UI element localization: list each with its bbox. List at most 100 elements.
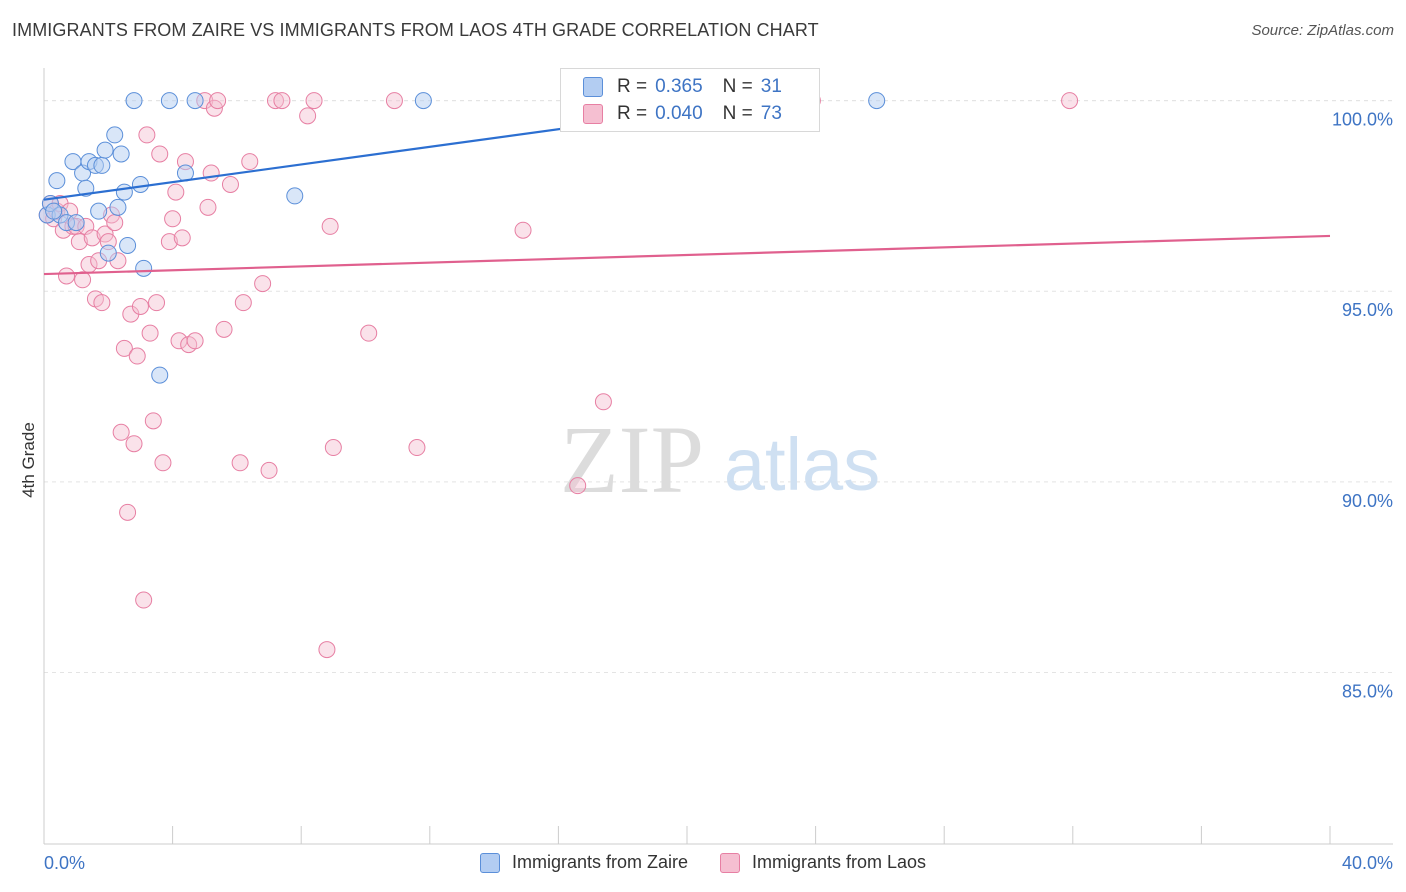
watermark-zip: ZIP <box>560 406 704 513</box>
zaire-point <box>96 141 114 159</box>
y-tick-label: 85.0% <box>1342 681 1393 701</box>
zaire-point <box>125 92 143 110</box>
laos-points <box>38 92 1079 659</box>
zaire-point <box>99 244 117 262</box>
zaire-point <box>286 187 304 205</box>
laos-trend-line <box>43 234 1331 276</box>
laos-point <box>324 439 342 457</box>
laos-point <box>167 183 185 201</box>
zaire-point <box>131 175 149 193</box>
gridlines <box>44 100 1393 673</box>
zaire-point <box>109 198 127 216</box>
legend-swatch-laos <box>583 104 603 124</box>
laos-point <box>514 221 532 239</box>
legend-r-label: R = <box>617 76 648 97</box>
legend-n-label: N = <box>722 76 753 97</box>
laos-point <box>106 214 124 232</box>
legend-n-label: N = <box>722 103 753 124</box>
zaire-point <box>77 179 95 197</box>
watermark-atlas: atlas <box>724 423 880 506</box>
y-tick-label: 95.0% <box>1342 300 1393 320</box>
laos-point <box>594 393 612 411</box>
laos-point <box>209 92 227 110</box>
legend-r-value: 0.365 <box>655 76 703 97</box>
legend-row-laos: R = 0.040 N = 73 <box>583 101 782 127</box>
legend-row-zaire: R = 0.365 N = 31 <box>583 74 782 100</box>
zaire-point <box>48 172 66 190</box>
laos-point <box>74 271 92 289</box>
zaire-point <box>414 92 432 110</box>
laos-point <box>234 294 252 312</box>
laos-point <box>173 229 191 247</box>
legend-r-label: R = <box>617 103 648 124</box>
zaire-point <box>93 156 111 174</box>
bottom-legend: Immigrants from Zaire Immigrants from La… <box>0 852 1406 873</box>
zaire-point <box>186 92 204 110</box>
legend-n-value: 31 <box>760 76 782 97</box>
laos-point <box>141 324 159 342</box>
zaire-point <box>115 183 133 201</box>
laos-point <box>128 347 146 365</box>
laos-point <box>70 233 88 251</box>
bottom-legend-zaire[interactable]: Immigrants from Zaire <box>479 852 688 873</box>
laos-point <box>273 92 291 110</box>
laos-point <box>254 275 272 293</box>
x-tick-label: 0.0% <box>44 853 85 873</box>
laos-swatch <box>719 852 740 873</box>
laos-point <box>318 641 336 659</box>
y-tick-labels: 85.0% 90.0% 95.0% 100.0% <box>1332 110 1393 702</box>
zaire-point <box>112 145 130 163</box>
laos-point <box>148 294 166 312</box>
laos-point <box>115 339 133 357</box>
laos-point <box>83 229 101 247</box>
laos-point <box>231 454 249 472</box>
laos-point <box>360 324 378 342</box>
laos-point <box>215 320 233 338</box>
bottom-legend-laos-label: Immigrants from Laos <box>751 852 927 872</box>
laos-point <box>138 126 156 144</box>
axes <box>43 68 1393 845</box>
x-tick-labels: 0.0% 40.0% <box>44 853 1393 873</box>
laos-point <box>299 107 317 125</box>
x-tick-label: 40.0% <box>1342 853 1393 873</box>
y-tick-label: 100.0% <box>1332 110 1393 130</box>
laos-point <box>199 198 217 216</box>
laos-point <box>241 153 259 171</box>
laos-point <box>321 217 339 235</box>
laos-point <box>125 435 143 453</box>
laos-point <box>385 92 403 110</box>
zaire-point <box>119 236 137 254</box>
laos-point <box>144 412 162 430</box>
laos-point <box>131 297 149 315</box>
zaire-point <box>160 92 178 110</box>
laos-point <box>93 294 111 312</box>
laos-point <box>154 454 172 472</box>
laos-point <box>135 591 153 609</box>
bottom-legend-zaire-label: Immigrants from Zaire <box>511 852 688 872</box>
zaire-point <box>135 259 153 277</box>
zaire-point <box>868 92 886 110</box>
laos-point <box>164 210 182 228</box>
legend-swatch-zaire <box>583 77 603 97</box>
zaire-point <box>45 202 63 220</box>
zaire-point <box>106 126 124 144</box>
laos-point <box>160 233 178 251</box>
y-tick-label: 90.0% <box>1342 491 1393 511</box>
legend-n-value: 73 <box>760 103 782 124</box>
zaire-point <box>67 214 85 232</box>
laos-point <box>119 503 137 521</box>
laos-point <box>266 92 284 110</box>
laos-point <box>151 145 169 163</box>
laos-point <box>408 439 426 457</box>
legend-box: R = 0.365 N = 31 R = 0.040 N = 73 <box>560 68 820 132</box>
zaire-point <box>90 202 108 220</box>
legend-r-value: 0.040 <box>655 103 703 124</box>
laos-point <box>1061 92 1079 110</box>
laos-point <box>112 423 130 441</box>
zaire-point <box>151 366 169 384</box>
bottom-legend-laos[interactable]: Immigrants from Laos <box>719 852 927 873</box>
laos-point <box>186 332 204 350</box>
source-credit: Source: ZipAtlas.com <box>1251 22 1394 39</box>
laos-point <box>58 267 76 285</box>
